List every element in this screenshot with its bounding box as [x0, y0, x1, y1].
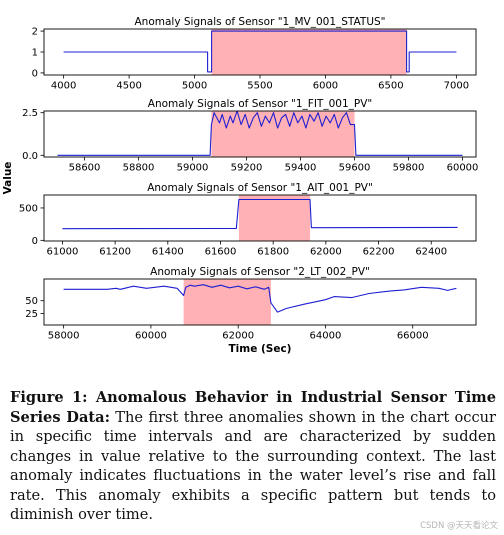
x-tick-label: 58000: [48, 331, 80, 342]
x-tick-label: 61600: [205, 247, 237, 258]
axes-frame: [43, 194, 477, 242]
y-axis-label: Value: [2, 162, 14, 195]
x-tick-label: 61000: [47, 247, 79, 258]
chart-title: Anomaly Signals of Sensor "1_AIT_001_PV": [147, 182, 373, 194]
chart-title: Anomaly Signals of Sensor "1_MV_001_STAT…: [134, 16, 385, 28]
x-tick-label: 5000: [182, 81, 207, 92]
x-tick-label: 5500: [247, 81, 272, 92]
y-tick-label: 1: [32, 48, 38, 59]
anomaly-region: [211, 29, 407, 75]
y-tick-label: 25: [25, 309, 38, 320]
y-tick-label: 500: [19, 203, 38, 214]
chart-title: Anomaly Signals of Sensor "1_FIT_001_PV": [148, 98, 372, 110]
caption-label: Figure 1: Anomalous Behavior in Industri…: [10, 389, 496, 426]
y-tick-label: 2.5: [22, 108, 38, 119]
x-tick-label: 4500: [116, 81, 141, 92]
x-tick-label: 61200: [99, 247, 131, 258]
x-axis-label: Time (Sec): [229, 343, 292, 355]
x-tick-label: 59200: [231, 163, 263, 174]
figure-caption: Figure 1: Anomalous Behavior in Industri…: [10, 388, 496, 525]
subplot-1: [40, 28, 477, 79]
x-tick-label: 59600: [339, 163, 371, 174]
series-line: [57, 110, 463, 156]
caption-text: The first three anomalies shown in the c…: [10, 408, 496, 524]
x-tick-label: 59400: [285, 163, 317, 174]
x-tick-label: 61800: [257, 247, 289, 258]
x-tick-label: 6000: [313, 81, 338, 92]
y-tick-label: 0.0: [22, 151, 38, 162]
subplot-3: [40, 194, 477, 245]
subplot-2: [40, 110, 477, 161]
x-tick-label: 59000: [177, 163, 209, 174]
x-tick-label: 60000: [135, 331, 167, 342]
axes-frame: [43, 278, 477, 326]
chart-title: Anomaly Signals of Sensor "2_LT_002_PV": [150, 266, 370, 278]
x-tick-label: 58800: [123, 163, 155, 174]
y-tick-label: 0: [32, 68, 38, 79]
subplot-4: [40, 278, 477, 329]
x-tick-label: 59800: [393, 163, 425, 174]
x-tick-label: 4000: [51, 81, 76, 92]
x-tick-label: 62000: [222, 331, 254, 342]
anomaly-region: [211, 111, 355, 157]
y-tick-label: 2: [32, 27, 38, 38]
x-tick-label: 58600: [69, 163, 101, 174]
axes-frame: [43, 110, 477, 158]
x-tick-label: 62000: [310, 247, 342, 258]
x-tick-label: 62200: [363, 247, 395, 258]
x-tick-label: 7000: [444, 81, 469, 92]
y-tick-label: 0: [32, 236, 38, 247]
x-tick-label: 6500: [378, 81, 403, 92]
y-tick-label: 50: [25, 296, 38, 307]
series-line: [63, 30, 457, 73]
x-tick-label: 62400: [415, 247, 447, 258]
x-tick-label: 61400: [152, 247, 184, 258]
series-line: [63, 284, 457, 313]
series-line: [62, 198, 458, 230]
x-tick-label: 64000: [310, 331, 342, 342]
x-tick-label: 66000: [397, 331, 429, 342]
anomaly-region: [238, 195, 311, 241]
watermark: CSDN @天天看论文: [420, 521, 498, 531]
x-tick-label: 60000: [447, 163, 479, 174]
